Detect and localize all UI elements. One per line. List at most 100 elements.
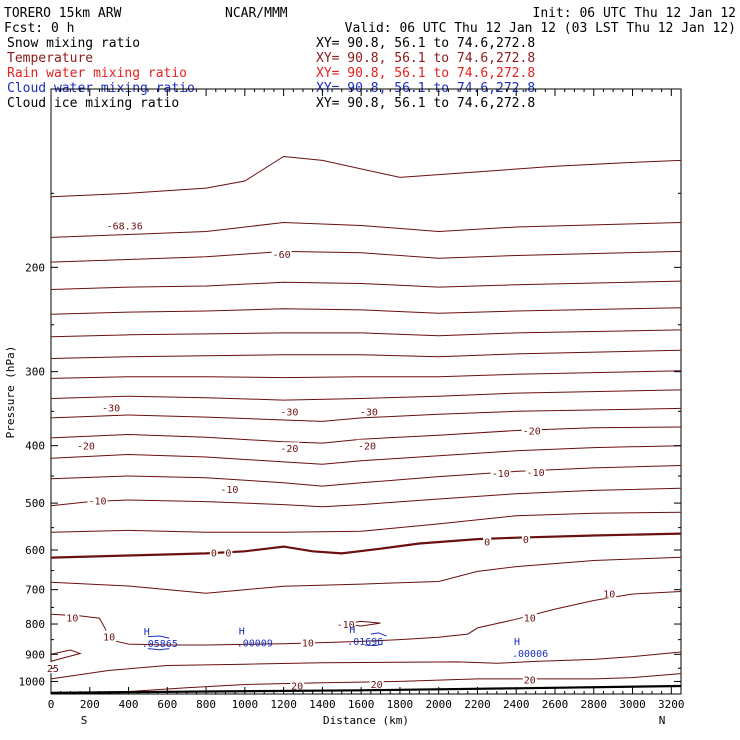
contour-label: 10 xyxy=(302,639,314,650)
contour-label: -20 xyxy=(358,442,376,453)
cloud-water-max-mark: H xyxy=(349,625,355,636)
temperature-contour xyxy=(50,532,682,559)
temperature-contour xyxy=(50,465,682,487)
contour-label-bg xyxy=(483,535,492,547)
x-tick-label: 2800 xyxy=(581,698,608,711)
x-axis-start-label: S xyxy=(81,714,88,727)
x-tick-label: 3200 xyxy=(658,698,685,711)
contour-label: -20 xyxy=(77,442,95,453)
x-tick-label: 1800 xyxy=(387,698,414,711)
y-axis-label: Pressure (hPa) xyxy=(4,346,17,439)
y-tick-label: 900 xyxy=(25,648,45,661)
contour-label-bg xyxy=(356,439,377,451)
contour-label-bg xyxy=(522,611,537,623)
temperature-contour xyxy=(50,511,682,533)
contour-label-bg xyxy=(101,401,122,413)
contour-label: 20 xyxy=(524,676,536,687)
init-time: Init: 06 UTC Thu 12 Jan 12 xyxy=(533,6,737,21)
plot-frame xyxy=(50,88,682,695)
cloud-water-max-value: .01696 xyxy=(347,637,383,648)
contour-label: -30 xyxy=(280,407,298,418)
contour-label-bg xyxy=(369,678,384,690)
contour-label: 0 xyxy=(211,549,217,560)
contour-label-bg xyxy=(300,636,315,648)
x-tick-label: 2400 xyxy=(503,698,530,711)
x-tick-label: 400 xyxy=(119,698,139,711)
temperature-contour xyxy=(50,280,682,290)
temperature-contour xyxy=(50,407,682,422)
legend-entry: Temperature xyxy=(7,51,93,66)
contour-label-bg xyxy=(279,405,300,417)
cloud-water-max-value: .05865 xyxy=(142,639,178,650)
contour-label-bg xyxy=(521,424,542,436)
contour-label-bg xyxy=(271,248,292,260)
contour-label-bg xyxy=(219,482,240,494)
temperature-contour xyxy=(50,329,682,338)
contour-label: -10 xyxy=(220,485,238,496)
x-tick-label: 2200 xyxy=(464,698,491,711)
cloud-water-max-mark: H xyxy=(144,627,150,638)
contour-label-bg xyxy=(521,533,530,545)
contour-label: 10 xyxy=(524,614,536,625)
forecast-hour: Fcst: 0 h xyxy=(4,21,74,36)
legend-xy: XY= 90.8, 56.1 to 74.6,272.8 xyxy=(316,36,535,51)
contour-label-bg xyxy=(490,467,511,479)
temperature-contour xyxy=(50,426,682,444)
contour-label: 20 xyxy=(291,682,303,693)
y-tick-label: 1000 xyxy=(19,675,46,688)
contour-label: 10 xyxy=(66,614,78,625)
legend-entry: Rain water mixing ratio xyxy=(7,66,187,81)
cloud-water-max-mark: H xyxy=(514,637,520,648)
contour-label-bg xyxy=(290,679,305,691)
cloud-water-contour xyxy=(364,643,383,647)
contour-label: -10 xyxy=(88,497,106,508)
legend-xy: XY= 90.8, 56.1 to 74.6,272.8 xyxy=(316,96,535,111)
y-tick-label: 300 xyxy=(25,366,45,379)
y-tick-label: 200 xyxy=(25,261,45,274)
center-title: NCAR/MMM xyxy=(225,6,288,21)
x-tick-label: 600 xyxy=(157,698,177,711)
temperature-contour xyxy=(50,250,682,263)
valid-time: Valid: 06 UTC Thu 12 Jan 12 (03 LST Thu … xyxy=(345,21,736,36)
contour-label-bg xyxy=(525,465,546,477)
temperature-contour xyxy=(50,155,682,198)
contour-label-bg xyxy=(75,439,96,451)
x-tick-label: 800 xyxy=(196,698,216,711)
x-axis-label: Distance (km) xyxy=(323,714,409,727)
contour-label: 0 xyxy=(225,549,231,560)
contour-label-bg xyxy=(358,405,379,417)
temperature-contour xyxy=(50,651,682,680)
cloud-water-max-mark: H xyxy=(239,627,245,638)
x-axis: 0 200 400 600 800 1000 1200 1400 1600 1800 2000 220… xyxy=(48,89,685,711)
contour-label: 0 xyxy=(484,537,490,548)
legend-xy: XY= 90.8, 56.1 to 74.6,272.8 xyxy=(316,51,535,66)
contour-label: 10 xyxy=(103,633,115,644)
legend: Snow mixing ratio XY= 90.8, 56.1 to 74.6,… xyxy=(7,36,535,111)
x-tick-label: 0 xyxy=(48,698,55,711)
contour-label: -20 xyxy=(280,444,298,455)
y-tick-label: 500 xyxy=(25,497,45,510)
contour-label-bg xyxy=(224,546,233,558)
contour-label-bg xyxy=(87,494,108,506)
x-tick-label: 1200 xyxy=(270,698,297,711)
contour-label: -10 xyxy=(492,469,510,480)
cloud-water-max-value: .00009 xyxy=(237,639,273,650)
contour-label: 20 xyxy=(371,680,383,691)
temperature-contour xyxy=(50,307,682,315)
cloud-water-contour xyxy=(147,635,170,639)
y-tick-label: 400 xyxy=(25,440,45,453)
temperature-contour xyxy=(50,221,682,238)
contour-label-bg xyxy=(105,219,144,231)
temperature-contour xyxy=(50,487,682,508)
contour-label-bg xyxy=(522,673,537,685)
x-tick-label: 1400 xyxy=(309,698,336,711)
x-tick-label: 200 xyxy=(80,698,100,711)
temperature-contour xyxy=(50,556,682,594)
x-tick-label: 1000 xyxy=(232,698,259,711)
contour-label: -30 xyxy=(102,404,120,415)
cloud-water-max-value: .00006 xyxy=(512,649,548,660)
x-tick-label: 3000 xyxy=(619,698,646,711)
contour-label-bg xyxy=(335,618,356,630)
temperature-contour xyxy=(50,349,682,359)
y-tick-label: 800 xyxy=(25,618,45,631)
